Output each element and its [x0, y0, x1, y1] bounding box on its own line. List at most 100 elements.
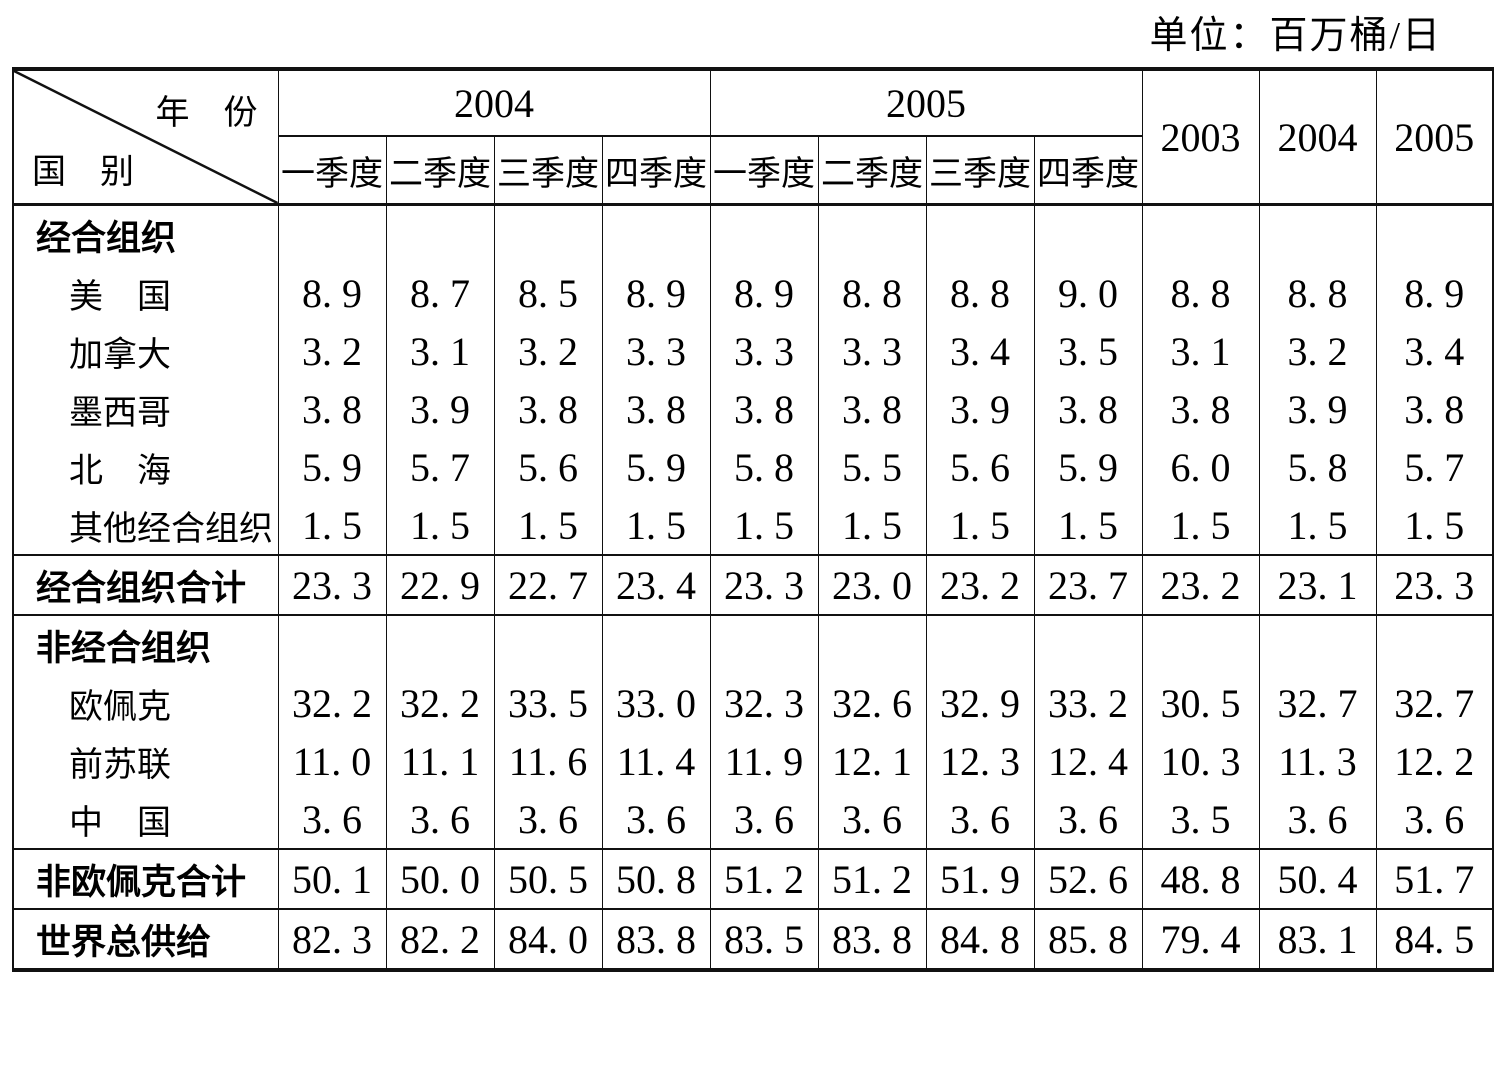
row-label: 中 国: [12, 790, 278, 849]
cell-value: 1. 5: [1141, 496, 1259, 555]
cell-value: 22. 9: [385, 554, 494, 616]
cell-value: 3. 9: [925, 380, 1034, 438]
cell-value: 3. 2: [277, 322, 386, 380]
cell-value: 12. 1: [817, 732, 926, 790]
cell-value: 11. 4: [601, 732, 710, 790]
cell-value: 1. 5: [817, 496, 926, 555]
cell-value: 23. 3: [1375, 554, 1493, 616]
cell-value: 3. 6: [1375, 790, 1493, 849]
table-row: 非欧佩克合计 50. 1 50. 0 50. 5 50. 8 51. 2 51. 2 51. …: [12, 848, 1493, 910]
cell-value: [817, 615, 926, 674]
cell-value: 85. 8: [1033, 908, 1142, 971]
cell-value: 5. 8: [1258, 438, 1376, 496]
cell-value: 84. 5: [1375, 908, 1493, 971]
row-label: 北 海: [12, 438, 278, 496]
cell-value: 33. 0: [601, 674, 710, 732]
cell-value: 5. 9: [1033, 438, 1142, 496]
cell-value: 32. 7: [1258, 674, 1376, 732]
cell-value: 50. 0: [385, 848, 494, 910]
table-row: 其他经合组织 1. 5 1. 5 1. 5 1. 5 1. 5 1. 5 1. 5 1. 5 1.…: [12, 496, 1493, 555]
cell-value: [277, 204, 386, 264]
cell-value: 23. 0: [817, 554, 926, 616]
cell-value: 5. 7: [1375, 438, 1493, 496]
cell-value: 1. 5: [1258, 496, 1376, 555]
cell-value: 84. 0: [493, 908, 602, 971]
cell-value: 48. 8: [1141, 848, 1259, 910]
cell-value: 23. 7: [1033, 554, 1142, 616]
cell-value: 83. 1: [1258, 908, 1376, 971]
cell-value: 1. 5: [277, 496, 386, 555]
quarter-header: 一季度: [709, 136, 818, 206]
cell-value: 32. 2: [277, 674, 386, 732]
cell-value: 5. 6: [925, 438, 1034, 496]
cell-value: 3. 8: [1033, 380, 1142, 438]
table-row: 前苏联 11. 0 11. 1 11. 6 11. 4 11. 9 12. 1 12. 3 12…: [12, 732, 1493, 790]
cell-value: 1. 5: [601, 496, 710, 555]
cell-value: 10. 3: [1141, 732, 1259, 790]
diagonal-header-cell: 年 份 国 别: [12, 69, 278, 206]
cell-value: [1033, 204, 1142, 264]
cell-value: [1375, 615, 1493, 674]
cell-value: 3. 6: [709, 790, 818, 849]
cell-value: 11. 6: [493, 732, 602, 790]
table-row: 世界总供给 82. 3 82. 2 84. 0 83. 8 83. 5 83. 8 84. 8…: [12, 908, 1493, 971]
cell-value: 5. 5: [817, 438, 926, 496]
cell-value: [1141, 204, 1259, 264]
cell-value: 8. 9: [277, 264, 386, 322]
diagonal-line: [14, 71, 278, 202]
cell-value: 23. 2: [1141, 554, 1259, 616]
year-group-2005: 2005: [709, 69, 1142, 137]
quarter-header: 三季度: [493, 136, 602, 206]
oil-supply-table: 年 份 国 别 2004 2005 2003 2004 2005 一季度 二季度…: [12, 67, 1494, 972]
cell-value: 3. 5: [1141, 790, 1259, 849]
cell-value: 5. 8: [709, 438, 818, 496]
cell-value: 8. 9: [601, 264, 710, 322]
header-row-years: 年 份 国 别 2004 2005 2003 2004 2005: [12, 69, 1493, 206]
cell-value: [1033, 615, 1142, 674]
cell-value: 5. 9: [277, 438, 386, 496]
cell-value: 23. 4: [601, 554, 710, 616]
annual-column-2003: 2003: [1141, 69, 1259, 206]
cell-value: 3. 9: [1258, 380, 1376, 438]
cell-value: 8. 5: [493, 264, 602, 322]
cell-value: 11. 3: [1258, 732, 1376, 790]
cell-value: 3. 9: [385, 380, 494, 438]
cell-value: 51. 7: [1375, 848, 1493, 910]
cell-value: 3. 3: [709, 322, 818, 380]
cell-value: 3. 6: [1033, 790, 1142, 849]
cell-value: 50. 5: [493, 848, 602, 910]
cell-value: 5. 7: [385, 438, 494, 496]
quarter-header: 三季度: [925, 136, 1034, 206]
cell-value: 1. 5: [925, 496, 1034, 555]
cell-value: [1258, 615, 1376, 674]
row-label: 经合组织: [12, 204, 278, 264]
year-group-2004: 2004: [277, 69, 710, 137]
cell-value: 3. 6: [925, 790, 1034, 849]
table-row: 非经合组织: [12, 615, 1493, 674]
cell-value: 50. 1: [277, 848, 386, 910]
cell-value: 79. 4: [1141, 908, 1259, 971]
cell-value: 3. 1: [385, 322, 494, 380]
cell-value: 83. 8: [817, 908, 926, 971]
cell-value: 11. 1: [385, 732, 494, 790]
cell-value: [601, 204, 710, 264]
cell-value: 22. 7: [493, 554, 602, 616]
cell-value: [709, 615, 818, 674]
cell-value: 8. 8: [1258, 264, 1376, 322]
diagonal-label-country: 国 别: [32, 154, 134, 191]
cell-value: 32. 9: [925, 674, 1034, 732]
unit-label: 单位：百万桶/日: [1149, 15, 1442, 57]
cell-value: 3. 6: [601, 790, 710, 849]
quarter-header: 二季度: [817, 136, 926, 206]
cell-value: 32. 7: [1375, 674, 1493, 732]
quarter-header: 一季度: [277, 136, 386, 206]
cell-value: 51. 9: [925, 848, 1034, 910]
cell-value: 82. 2: [385, 908, 494, 971]
table-row: 经合组织: [12, 204, 1493, 264]
cell-value: 3. 4: [925, 322, 1034, 380]
annual-column-2005: 2005: [1375, 69, 1493, 206]
cell-value: 3. 2: [1258, 322, 1376, 380]
cell-value: 11. 0: [277, 732, 386, 790]
